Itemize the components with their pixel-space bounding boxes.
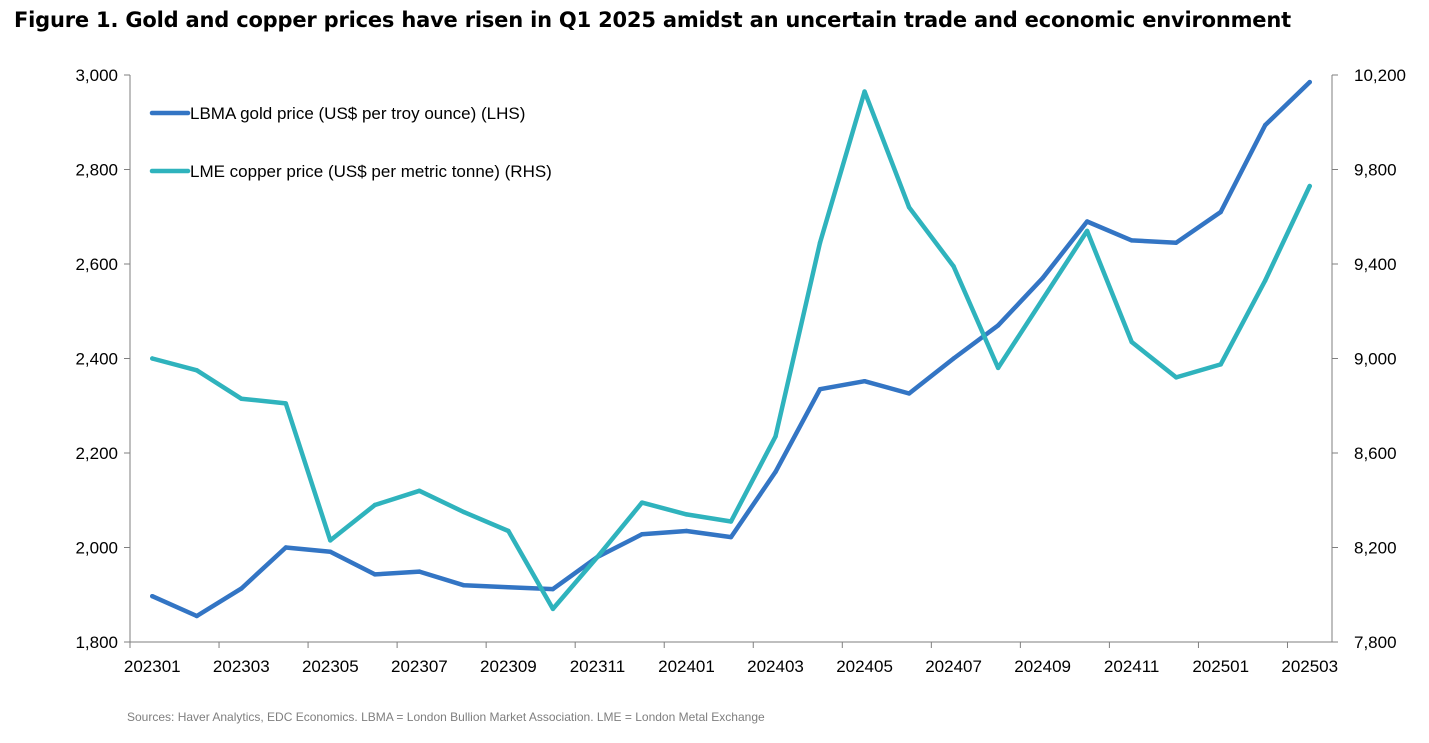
data-point-copper xyxy=(461,509,467,515)
x-tick-label: 202401 xyxy=(658,657,715,676)
data-point-gold xyxy=(328,549,333,554)
x-tick-label: 202309 xyxy=(480,657,537,676)
data-point-copper xyxy=(506,528,511,534)
data-point-copper xyxy=(1218,362,1223,367)
data-point-gold xyxy=(1307,79,1312,85)
data-point-copper xyxy=(639,500,645,505)
left-y-tick-label: 2,400 xyxy=(75,350,118,369)
data-point-gold xyxy=(951,356,956,361)
data-point-gold xyxy=(194,613,199,619)
right-y-tick-label: 8,600 xyxy=(1354,444,1397,463)
data-point-gold xyxy=(639,532,645,537)
series-layer xyxy=(150,79,1312,619)
data-point-copper xyxy=(1129,339,1134,345)
x-tick-label: 202409 xyxy=(1014,657,1071,676)
data-point-gold xyxy=(995,323,1001,328)
right-y-tick-label: 8,200 xyxy=(1354,539,1397,558)
x-tick-label: 202303 xyxy=(213,657,270,676)
x-tick-label: 202301 xyxy=(124,657,181,676)
legend-label-gold: LBMA gold price (US$ per troy ounce) (LH… xyxy=(190,104,525,123)
legend-label-copper: LME copper price (US$ per metric tonne) … xyxy=(190,162,552,181)
legend-layer: LBMA gold price (US$ per troy ounce) (LH… xyxy=(149,104,552,181)
data-point-gold xyxy=(372,572,378,577)
data-point-copper xyxy=(283,401,289,406)
x-tick-label: 202311 xyxy=(570,657,625,676)
data-point-gold xyxy=(862,378,867,384)
x-tick-label: 202503 xyxy=(1281,657,1338,676)
data-point-gold xyxy=(1263,122,1268,128)
left-y-tick-label: 2,800 xyxy=(75,161,118,180)
data-point-copper xyxy=(728,519,734,524)
x-tick-label: 202403 xyxy=(747,657,804,676)
data-point-copper xyxy=(817,240,823,245)
data-point-copper xyxy=(595,554,600,560)
chart-plot: 1,800 2,000 2,200 2,400 2,600 2,800 3,000 7,800… xyxy=(75,66,1406,676)
x-tick-label: 202307 xyxy=(391,657,448,676)
data-point-copper xyxy=(906,205,912,210)
data-point-gold xyxy=(1084,219,1090,224)
right-y-tick-label: 7,800 xyxy=(1354,633,1397,652)
data-point-copper xyxy=(1173,375,1179,380)
left-y-tick-label: 2,200 xyxy=(75,444,118,463)
data-point-copper xyxy=(239,396,244,401)
data-point-copper xyxy=(1040,297,1045,302)
data-point-gold xyxy=(773,469,778,475)
data-point-copper xyxy=(951,264,956,269)
data-point-gold xyxy=(461,583,467,588)
data-point-gold xyxy=(239,586,244,591)
data-point-copper xyxy=(684,512,689,517)
data-point-copper xyxy=(1307,183,1312,189)
data-point-copper xyxy=(862,89,867,94)
data-point-copper xyxy=(773,434,778,439)
data-point-gold xyxy=(506,584,511,590)
ticks-layer: 1,800 2,000 2,200 2,400 2,600 2,800 3,000 7,800… xyxy=(75,66,1406,676)
right-y-tick-label: 10,200 xyxy=(1354,66,1406,85)
data-point-gold xyxy=(1218,209,1223,215)
right-y-tick-label: 9,800 xyxy=(1354,161,1397,180)
data-point-copper xyxy=(328,538,333,543)
x-tick-label: 202405 xyxy=(836,657,893,676)
data-point-copper xyxy=(550,606,556,612)
x-tick-label: 202411 xyxy=(1104,657,1159,676)
data-point-gold xyxy=(550,586,556,592)
data-point-gold xyxy=(283,545,289,550)
data-point-gold xyxy=(417,569,422,574)
left-y-tick-label: 2,600 xyxy=(75,255,118,274)
data-point-copper xyxy=(1263,278,1268,283)
x-tick-label: 202407 xyxy=(925,657,982,676)
data-point-gold xyxy=(728,534,734,540)
data-point-gold xyxy=(684,528,689,534)
data-point-copper xyxy=(1084,228,1090,234)
data-point-copper xyxy=(417,488,422,493)
data-point-copper xyxy=(150,356,155,361)
data-point-copper xyxy=(995,365,1001,371)
data-point-gold xyxy=(1040,275,1045,281)
chart-title: Figure 1. Gold and copper prices have ri… xyxy=(14,8,1291,32)
x-tick-label: 202305 xyxy=(302,657,359,676)
data-point-gold xyxy=(1173,240,1179,245)
data-point-gold xyxy=(817,387,823,392)
data-point-gold xyxy=(1129,238,1134,243)
left-y-tick-label: 2,000 xyxy=(75,539,118,558)
source-note: Sources: Haver Analytics, EDC Economics.… xyxy=(127,710,765,724)
data-point-copper xyxy=(194,368,199,373)
left-y-tick-label: 3,000 xyxy=(75,66,118,85)
x-tick-label: 202501 xyxy=(1192,657,1249,676)
right-y-tick-label: 9,000 xyxy=(1354,350,1397,369)
data-point-copper xyxy=(372,502,378,508)
right-y-tick-label: 9,400 xyxy=(1354,255,1397,274)
data-point-gold xyxy=(906,391,912,396)
data-point-gold xyxy=(150,593,155,599)
left-y-tick-label: 1,800 xyxy=(75,633,118,652)
